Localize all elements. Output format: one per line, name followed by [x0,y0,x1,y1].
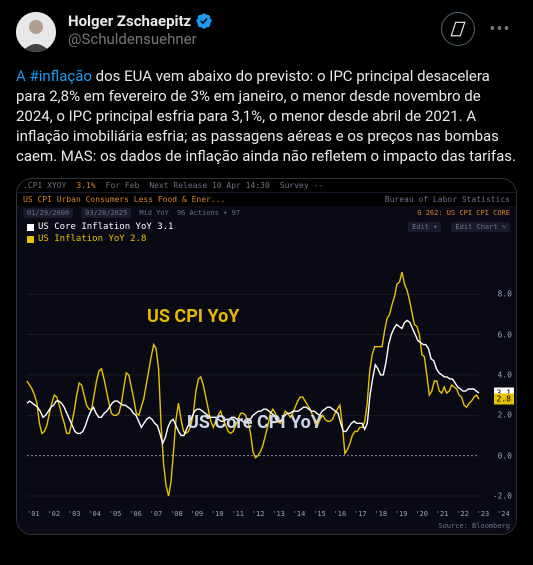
avatar[interactable] [16,12,56,52]
date-to[interactable]: 03/28/2025 [81,208,131,218]
tweet-body: dos EUA vem abaixo do previsto: o IPC pr… [16,67,516,165]
x-tick: '23 [477,510,490,518]
x-tick: '16 [334,510,347,518]
x-tick: '19 [395,510,408,518]
legend-core: US Core Inflation YoY 3.1 [38,221,173,233]
grok-button[interactable] [441,12,475,46]
chart-wrap: .CPI XYOY 3.1% For Feb Next Release 10 A… [17,179,516,534]
y-tick: 2.0 [498,411,512,420]
x-tick: '09 [191,510,204,518]
x-tick: '01 [27,510,40,518]
chart-topbar-sub: US CPI Urban Consumers Less Food & Ener.… [17,193,516,206]
x-tick: '22 [456,510,469,518]
date-from[interactable]: 01/29/2000 [23,208,73,218]
x-tick: '12 [252,510,265,518]
x-tick: '05 [109,510,122,518]
verified-badge-icon [195,12,213,30]
end-label-cpi: 2.8 [494,394,514,405]
actions-menu[interactable]: 96 Actions ▾ 97 [177,209,240,217]
series-source: Bureau of Labor Statistics [385,195,510,204]
chart-id: G 262: US CPI CPI CORE [417,209,510,217]
ticker-period: For Feb [106,181,140,190]
x-tick: '06 [129,510,142,518]
y-tick: -2.0 [493,492,512,501]
edit-menu[interactable]: Edit ▾ [408,222,441,232]
y-tick: 6.0 [498,330,512,339]
x-tick: '20 [415,510,428,518]
x-tick: '08 [170,510,183,518]
y-tick: 8.0 [498,290,512,299]
survey: Survey -- [280,181,323,190]
mid-label: Mid YoY [139,209,169,217]
chart-toolbar: 01/29/2000 03/28/2025 Mid YoY 96 Actions… [17,206,516,220]
tweet-container: Holger Zschaepitz @Schuldensuehner ••• A… [16,12,517,535]
ticker: .CPI XYOY [23,181,66,190]
chart-plot: US CPI YoY US Core CPI YoY -2.00.02.04.0… [17,234,516,508]
x-tick: '04 [88,510,101,518]
chart-svg [23,270,483,500]
x-tick: '03 [68,510,81,518]
x-tick: '15 [313,510,326,518]
x-tick: '18 [374,510,387,518]
x-tick: '21 [436,510,449,518]
tweet-text: A #inflação dos EUA vem abaixo do previs… [16,66,517,166]
more-icon: ••• [489,19,510,40]
next-release: Next Release 10 Apr 14:30 [149,181,269,190]
user-block: Holger Zschaepitz @Schuldensuehner [68,12,441,48]
x-tick: '24 [497,510,510,518]
x-tick: '14 [293,510,306,518]
y-tick: 0.0 [498,451,512,460]
series-desc: US CPI Urban Consumers Less Food & Ener.… [23,195,225,204]
ticker-value: 3.1% [76,181,95,190]
tweet-header: Holger Zschaepitz @Schuldensuehner ••• [16,12,517,52]
hashtag-link[interactable]: A #inflação [16,67,92,85]
x-tick: '02 [47,510,60,518]
x-tick: '11 [231,510,244,518]
x-tick: '17 [354,510,367,518]
user-handle[interactable]: @Schuldensuehner [68,30,441,48]
display-name[interactable]: Holger Zschaepitz [68,12,191,30]
x-tick: '07 [150,510,163,518]
edit-chart[interactable]: Edit Chart ✎ [451,222,510,232]
y-tick: 4.0 [498,370,512,379]
more-button[interactable]: ••• [483,12,517,46]
chart-topbar: .CPI XYOY 3.1% For Feb Next Release 10 A… [17,179,516,193]
x-tick: '13 [272,510,285,518]
chart-source: Source: Bloomberg [17,522,516,534]
x-axis: '01 '02 '03 '04 '05 '06 '07 '08 '09 '10 '11 '12 '13 '… [17,508,516,522]
x-tick: '10 [211,510,224,518]
chart-card[interactable]: .CPI XYOY 3.1% For Feb Next Release 10 A… [16,178,517,535]
